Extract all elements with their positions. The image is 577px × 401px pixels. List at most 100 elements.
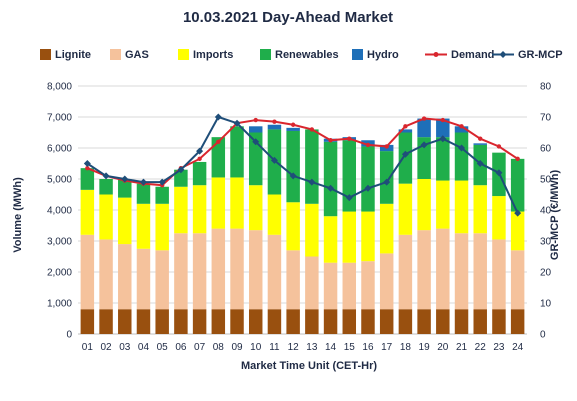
- x-tick-label: 01: [82, 342, 94, 353]
- legend: Lignite GAS Imports Renewables Hydro Demand GR…: [40, 49, 563, 61]
- gr-mcp-point: [495, 169, 503, 177]
- bar-gas: [473, 233, 487, 310]
- bar-renewables: [99, 179, 113, 195]
- bar-lignite: [211, 309, 226, 334]
- x-tick-label: 20: [437, 342, 449, 353]
- bar-hydro: [267, 124, 282, 130]
- gr-mcp-point: [83, 160, 91, 167]
- x-tick-label: 07: [194, 342, 206, 353]
- legend-label-imports: Imports: [193, 49, 233, 61]
- bar-lignite: [155, 309, 169, 334]
- bar-lignite: [136, 309, 151, 334]
- bar-gas: [230, 228, 244, 310]
- x-tick-label: 02: [101, 342, 113, 353]
- bar-imports: [473, 185, 487, 234]
- bar-lignite: [99, 309, 113, 334]
- y2-tick-label: 30: [540, 237, 552, 248]
- bar-gas: [174, 233, 188, 310]
- gr-mcp-point: [458, 144, 466, 152]
- bar-renewables: [192, 161, 207, 186]
- demand-point: [421, 116, 427, 121]
- bar-imports: [286, 202, 300, 251]
- bar-lignite: [417, 309, 431, 334]
- bar-lignite: [174, 309, 188, 334]
- bar-renewables: [454, 132, 469, 181]
- bar-gas: [436, 228, 450, 310]
- legend-label-hydro: Hydro: [367, 49, 399, 61]
- y-tick-label: 7,000: [47, 113, 72, 124]
- bar-imports: [174, 186, 188, 234]
- bar-renewables: [323, 141, 338, 217]
- y2-tick-label: 60: [540, 144, 552, 155]
- x-tick-label: 04: [138, 342, 150, 353]
- x-tick-label: 21: [456, 342, 468, 353]
- bar-renewables: [342, 140, 357, 212]
- bar-gas: [192, 233, 207, 310]
- chart-title: 10.03.2021 Day-Ahead Market: [183, 9, 393, 26]
- y2-tick-label: 0: [540, 330, 546, 341]
- bar-hydro: [417, 118, 431, 138]
- bar-renewables: [286, 130, 300, 203]
- bar-renewables: [398, 132, 413, 184]
- bar-lignite: [230, 309, 244, 334]
- bar-renewables: [510, 158, 525, 212]
- bar-hydro: [454, 126, 469, 133]
- bar-lignite: [492, 309, 506, 334]
- demand-point: [272, 119, 277, 124]
- bar-lignite: [118, 309, 132, 334]
- x-tick-label: 03: [119, 342, 131, 353]
- bar-hydro: [398, 129, 413, 133]
- bar-imports: [417, 179, 431, 231]
- demand-point: [496, 144, 502, 149]
- demand-point: [197, 156, 202, 162]
- bar-gas: [454, 233, 469, 310]
- bar-gas: [323, 262, 338, 310]
- y-axis-label: Volume (MWh): [12, 177, 24, 253]
- bar-gas: [510, 250, 525, 310]
- gr-mcp-point: [420, 141, 428, 149]
- bar-imports: [492, 196, 506, 240]
- bar-renewables: [174, 169, 188, 187]
- y2-tick-label: 70: [540, 113, 552, 124]
- demand-point: [347, 136, 352, 141]
- x-tick-label: 14: [325, 342, 337, 353]
- bar-gas: [99, 239, 113, 310]
- gr-mcp-point: [214, 113, 222, 121]
- bar-renewables: [80, 168, 95, 190]
- gridlines: [78, 85, 527, 335]
- bar-imports: [192, 185, 207, 234]
- bar-imports: [99, 194, 113, 240]
- bar-gas: [286, 250, 300, 310]
- demand-point: [309, 127, 315, 132]
- gr-mcp-point: [177, 166, 185, 174]
- bar-gas: [267, 234, 282, 310]
- legend-marker-demand: [433, 52, 439, 57]
- demand-point: [365, 142, 371, 148]
- gr-mcp-point: [233, 119, 241, 127]
- bar-imports: [436, 180, 450, 229]
- bar-gas: [136, 248, 151, 310]
- bar-gas: [248, 230, 263, 310]
- x-axis-ticks: 01 02 03 04 05 06 07 08 09 10 11 12 13 14 15 16 17 18 19 20…: [82, 342, 524, 353]
- demand-point: [515, 156, 520, 162]
- x-tick-label: 12: [288, 342, 300, 353]
- y-tick-label: 5,000: [47, 175, 72, 186]
- gr-mcp-point: [139, 178, 147, 186]
- bar-lignite: [267, 309, 282, 334]
- gr-mcp-point: [439, 135, 447, 143]
- bar-lignite: [398, 309, 413, 334]
- gr-mcp-point: [102, 172, 110, 180]
- bar-gas: [155, 250, 169, 310]
- bar-renewables: [379, 151, 394, 204]
- x-tick-label: 11: [269, 342, 280, 353]
- x-tick-label: 19: [419, 342, 431, 353]
- bar-renewables: [136, 183, 151, 204]
- gr-mcp-point: [401, 150, 409, 158]
- bar-gas: [379, 253, 394, 310]
- bar-lignite: [510, 309, 525, 334]
- x-tick-label: 10: [250, 342, 262, 353]
- lines: [83, 113, 522, 217]
- bar-imports: [398, 183, 413, 235]
- bar-hydro: [286, 127, 300, 131]
- y-tick-label: 6,000: [47, 144, 72, 155]
